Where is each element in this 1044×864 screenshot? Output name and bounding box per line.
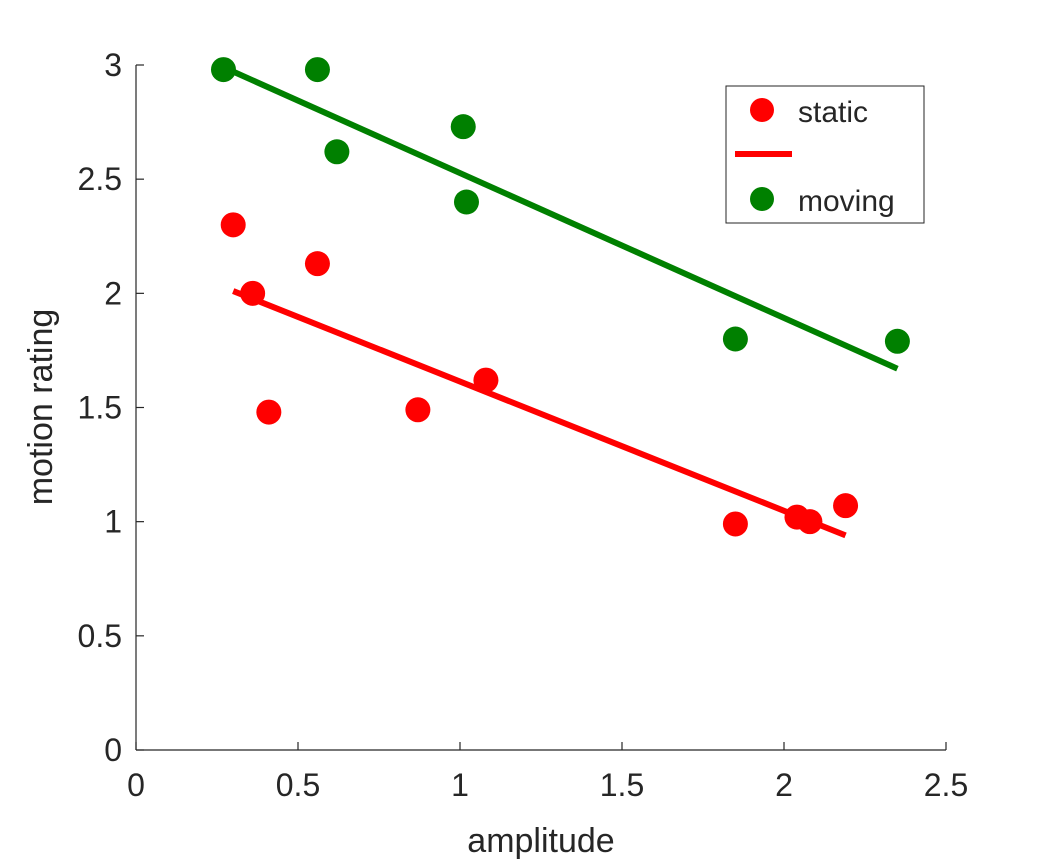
- y-tick-label: 3: [104, 47, 122, 83]
- point-moving: [453, 189, 479, 215]
- y-tick-label: 2: [104, 275, 122, 311]
- point-moving: [324, 139, 350, 165]
- legend: static moving: [725, 85, 925, 224]
- y-axis-label: motion rating: [22, 309, 60, 506]
- x-tick-label: 1: [451, 767, 469, 803]
- y-tick-label: 2.5: [78, 161, 122, 197]
- point-static: [240, 280, 266, 306]
- point-moving: [884, 328, 910, 354]
- x-tick-label: 0.5: [276, 767, 320, 803]
- point-moving: [450, 114, 476, 140]
- legend-marker-moving: [750, 187, 774, 211]
- fit-line-static: [232, 288, 847, 539]
- point-static: [473, 367, 499, 393]
- x-tick-label: 2.5: [924, 767, 968, 803]
- y-tick-label: 1: [104, 504, 122, 540]
- x-axis-label: amplitude: [467, 822, 614, 860]
- data-points: [210, 57, 910, 537]
- point-moving: [304, 57, 330, 83]
- point-static: [797, 509, 823, 535]
- point-static: [304, 251, 330, 277]
- point-static: [220, 212, 246, 238]
- point-static: [405, 397, 431, 423]
- fit-line-moving: [222, 64, 899, 372]
- point-static: [833, 493, 859, 519]
- x-tick-label: 0: [127, 767, 145, 803]
- legend-marker-static: [750, 98, 774, 122]
- fit-lines: [222, 64, 899, 539]
- y-tick-label: 0: [104, 732, 122, 768]
- x-tick-label: 1.5: [600, 767, 644, 803]
- legend-label-static: static: [798, 96, 868, 129]
- x-tick-label: 2: [775, 767, 793, 803]
- point-static: [256, 399, 282, 425]
- y-tick-label: 1.5: [78, 390, 122, 426]
- y-tick-label: 0.5: [78, 618, 122, 654]
- point-static: [722, 511, 748, 537]
- point-moving: [722, 326, 748, 352]
- point-moving: [210, 57, 236, 83]
- legend-label-moving: moving: [798, 185, 895, 218]
- ticks: 0 0.5 1 1.5 2 2.5 0 0.5 1 1.5 2 2.5 3: [78, 47, 969, 803]
